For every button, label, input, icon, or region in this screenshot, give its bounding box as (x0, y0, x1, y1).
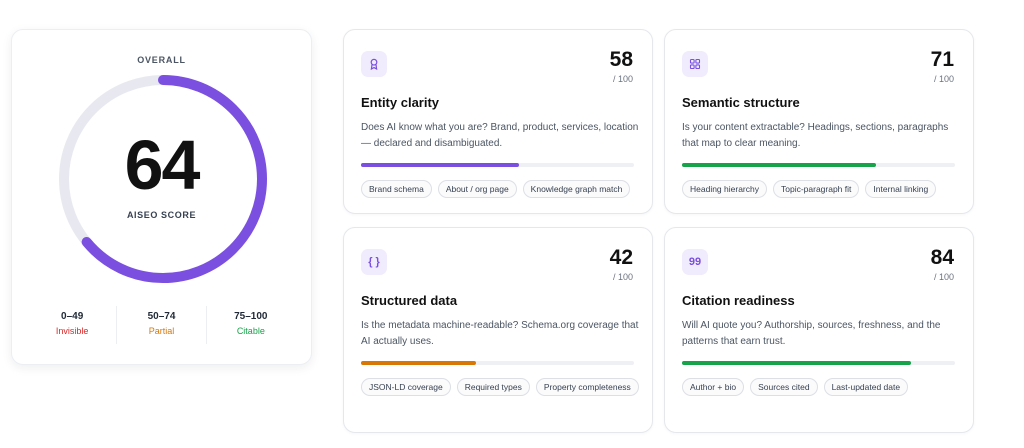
grid-icon (682, 51, 708, 77)
progress-bar (682, 163, 955, 167)
overall-score-value: 64 (124, 126, 201, 204)
tag: Property completeness (535, 378, 639, 396)
legend-name: Citable (236, 326, 265, 336)
metric-card-citation-readiness: 99 84 / 100 Citation readiness Will AI q… (664, 227, 974, 433)
metric-title: Semantic structure (682, 95, 800, 110)
tag: Sources cited (750, 378, 818, 396)
legend-range: 0–49 (61, 311, 84, 322)
legend-item-citable: 75–100 Citable (205, 306, 295, 344)
progress-bar-fill (682, 163, 876, 167)
progress-bar (361, 163, 634, 167)
progress-bar (682, 361, 955, 365)
metric-card-semantic-structure: 71 / 100 Semantic structure Is your cont… (664, 29, 974, 214)
overall-score-card: OVERALL 64 AISEO SCORE 0–49 Invisible 50… (11, 29, 312, 365)
overall-label: OVERALL (137, 55, 186, 65)
score-gauge (59, 75, 267, 283)
tag: Knowledge graph match (522, 180, 631, 198)
legend-item-invisible: 0–49 Invisible (28, 306, 116, 344)
metric-title: Citation readiness (682, 293, 795, 308)
metric-score: 84 (930, 246, 954, 269)
metric-score: 42 (609, 246, 633, 269)
legend-name: Partial (148, 326, 175, 336)
legend-range: 50–74 (147, 311, 176, 322)
metric-description: Is your content extractable? Headings, s… (682, 122, 949, 149)
tag: Topic-paragraph fit (772, 180, 860, 198)
metric-description: Will AI quote you? Authorship, sources, … (682, 320, 941, 347)
metric-max: / 100 (612, 272, 633, 282)
award-icon (361, 51, 387, 77)
metric-score: 71 (930, 48, 954, 71)
braces-icon: { } (361, 249, 387, 275)
tag: Required types (456, 378, 530, 396)
metric-description: Does AI know what you are? Brand, produc… (361, 122, 639, 149)
tag: Internal linking (865, 180, 937, 198)
tag: Brand schema (361, 180, 432, 198)
metric-card-structured-data: { } 42 / 100 Structured data Is the meta… (343, 227, 653, 433)
tag-list: Heading hierarchy Topic-paragraph fit In… (682, 180, 965, 198)
metric-title: Structured data (361, 293, 458, 308)
tag: About / org page (437, 180, 517, 198)
progress-bar-fill (361, 361, 476, 365)
progress-bar-fill (361, 163, 520, 167)
tag-list: Author + bio Sources cited Last-updated … (682, 378, 965, 396)
overall-score-label: AISEO SCORE (126, 210, 197, 220)
metric-description: Is the metadata machine-readable? Schema… (361, 320, 639, 347)
legend-name: Invisible (55, 326, 89, 336)
metric-title: Entity clarity (361, 95, 440, 110)
gauge-fill (59, 75, 267, 283)
tag-list: JSON-LD coverage Required types Property… (361, 378, 644, 396)
tag: Heading hierarchy (682, 180, 767, 198)
metric-max: / 100 (933, 74, 954, 84)
progress-bar-fill (682, 361, 912, 365)
score-legend: 0–49 Invisible 50–74 Partial 75–100 Cita… (28, 306, 295, 344)
legend-range: 75–100 (234, 311, 268, 322)
legend-item-partial: 50–74 Partial (116, 306, 205, 344)
tag: JSON-LD coverage (361, 378, 451, 396)
tag: Author + bio (682, 378, 745, 396)
metric-max: / 100 (933, 272, 954, 282)
metric-score: 58 (609, 48, 633, 71)
progress-bar (361, 361, 634, 365)
tag: Last-updated date (823, 378, 909, 396)
metric-max: / 100 (612, 74, 633, 84)
quote-icon: 99 (682, 249, 708, 275)
metric-card-entity-clarity: 58 / 100 Entity clarity Does AI know wha… (343, 29, 653, 214)
tag-list: Brand schema About / org page Knowledge … (361, 180, 644, 198)
